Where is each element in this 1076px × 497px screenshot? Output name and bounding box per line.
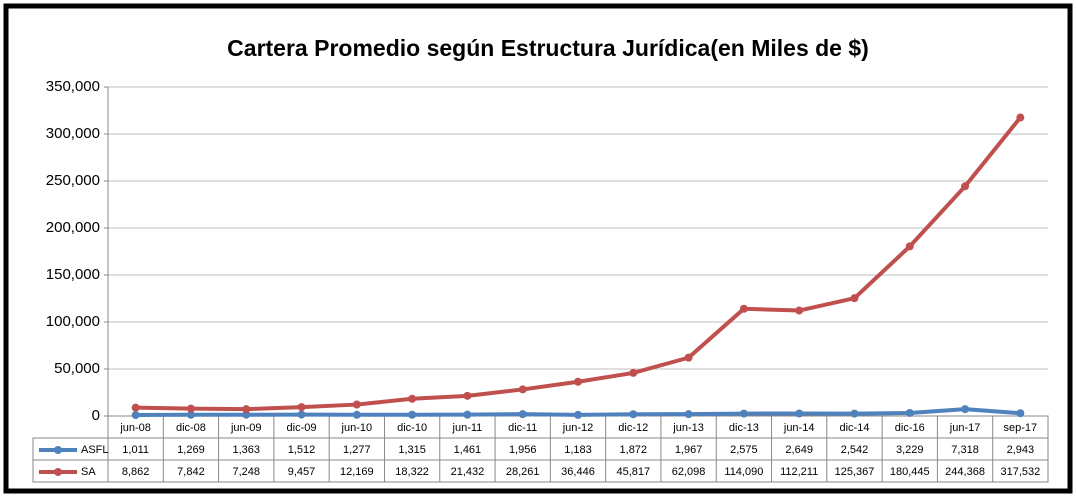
data-label: 45,817 [616, 466, 650, 478]
data-label: 1,315 [398, 444, 426, 456]
data-label: 18,322 [395, 466, 429, 478]
marker [739, 304, 748, 313]
marker [463, 391, 472, 400]
marker [795, 306, 804, 315]
legend-label: ASFL [81, 444, 109, 456]
x-tick-label: dic-13 [729, 422, 759, 434]
data-label: 12,169 [340, 466, 374, 478]
data-label: 28,261 [506, 466, 540, 478]
marker [408, 394, 417, 403]
x-tick-label: jun-10 [341, 422, 373, 434]
data-label: 1,269 [177, 444, 205, 456]
data-label: 112,211 [780, 466, 818, 478]
data-label: 180,445 [890, 466, 930, 478]
data-label: 125,367 [835, 466, 875, 478]
marker [297, 403, 306, 412]
marker [739, 409, 748, 418]
data-label: 1,183 [564, 444, 592, 456]
data-label: 7,842 [177, 466, 205, 478]
marker [905, 408, 914, 417]
legend-marker [54, 468, 62, 476]
x-tick-label: dic-10 [397, 422, 427, 434]
x-tick-label: dic-11 [508, 422, 537, 434]
marker [242, 410, 251, 419]
data-label: 1,277 [343, 444, 371, 456]
marker [795, 409, 804, 418]
marker [684, 410, 693, 419]
marker [186, 404, 195, 413]
x-tick-label: dic-08 [176, 422, 206, 434]
marker [131, 411, 140, 420]
data-label: 8,862 [122, 466, 150, 478]
data-label: 1,461 [454, 444, 482, 456]
marker [850, 294, 859, 303]
marker [518, 410, 527, 419]
data-label: 21,432 [451, 466, 485, 478]
data-label: 9,457 [288, 466, 316, 478]
y-tick-label: 200,000 [46, 219, 100, 236]
marker [629, 368, 638, 377]
marker [850, 409, 859, 418]
x-tick-label: dic-12 [618, 422, 648, 434]
data-label: 3,229 [896, 444, 924, 456]
y-tick-label: 250,000 [46, 172, 100, 189]
data-label: 1,512 [288, 444, 316, 456]
marker [518, 385, 527, 394]
x-tick-label: jun-14 [783, 422, 815, 434]
x-tick-label: jun-12 [562, 422, 594, 434]
data-label: 7,248 [232, 466, 260, 478]
data-label: 62,098 [672, 466, 706, 478]
marker [352, 400, 361, 409]
data-label: 2,542 [841, 444, 869, 456]
y-tick-label: 50,000 [54, 360, 100, 377]
x-tick-label: jun-08 [119, 422, 151, 434]
y-tick-label: 350,000 [46, 78, 100, 95]
marker [131, 403, 140, 412]
marker [463, 410, 472, 419]
marker [297, 410, 306, 419]
marker [961, 182, 970, 191]
marker [629, 410, 638, 419]
data-label: 1,363 [232, 444, 260, 456]
marker [905, 242, 914, 251]
x-tick-label: dic-16 [895, 422, 925, 434]
marker [961, 405, 970, 414]
data-label: 2,575 [730, 444, 758, 456]
x-tick-label: jun-17 [949, 422, 981, 434]
data-label: 244,368 [945, 466, 985, 478]
x-tick-label: jun-11 [452, 422, 483, 434]
data-label: 2,943 [1007, 444, 1035, 456]
x-tick-label: dic-14 [839, 422, 869, 434]
marker [242, 405, 251, 414]
data-label: 1,967 [675, 444, 703, 456]
legend-label: SA [81, 466, 96, 478]
marker [574, 377, 582, 386]
data-label: 7,318 [951, 444, 979, 456]
marker [352, 410, 361, 419]
data-label: 36,446 [561, 466, 595, 478]
marker [408, 410, 417, 419]
x-tick-label: jun-09 [230, 422, 262, 434]
y-tick-label: 150,000 [46, 266, 100, 283]
x-tick-label: jun-13 [672, 422, 704, 434]
data-label: 1,956 [509, 444, 537, 456]
data-label: 317,532 [1000, 466, 1040, 478]
legend-marker [54, 446, 62, 454]
data-label: 1,872 [620, 444, 648, 456]
x-tick-label: dic-09 [287, 422, 317, 434]
y-tick-label: 300,000 [46, 125, 100, 142]
chart-title: Cartera Promedio según Estructura Jurídi… [227, 35, 869, 61]
marker [1016, 409, 1025, 418]
marker [684, 353, 693, 362]
data-label: 1,011 [122, 444, 149, 456]
x-tick-label: sep-17 [1004, 422, 1038, 434]
y-tick-label: 0 [92, 407, 100, 424]
data-label: 114,090 [724, 466, 763, 478]
marker [574, 410, 582, 419]
y-tick-label: 100,000 [46, 313, 100, 330]
data-label: 2,649 [785, 444, 813, 456]
marker [186, 410, 195, 419]
marker [1016, 113, 1025, 122]
